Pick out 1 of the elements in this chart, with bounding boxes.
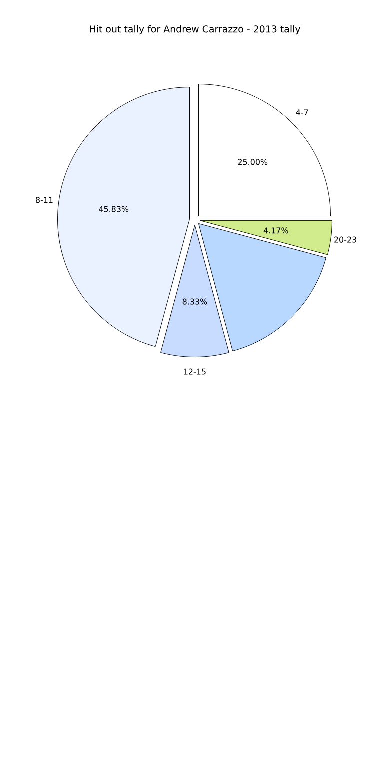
chart-title: Hit out tally for Andrew Carrazzo - 2013 tally [90, 25, 301, 35]
